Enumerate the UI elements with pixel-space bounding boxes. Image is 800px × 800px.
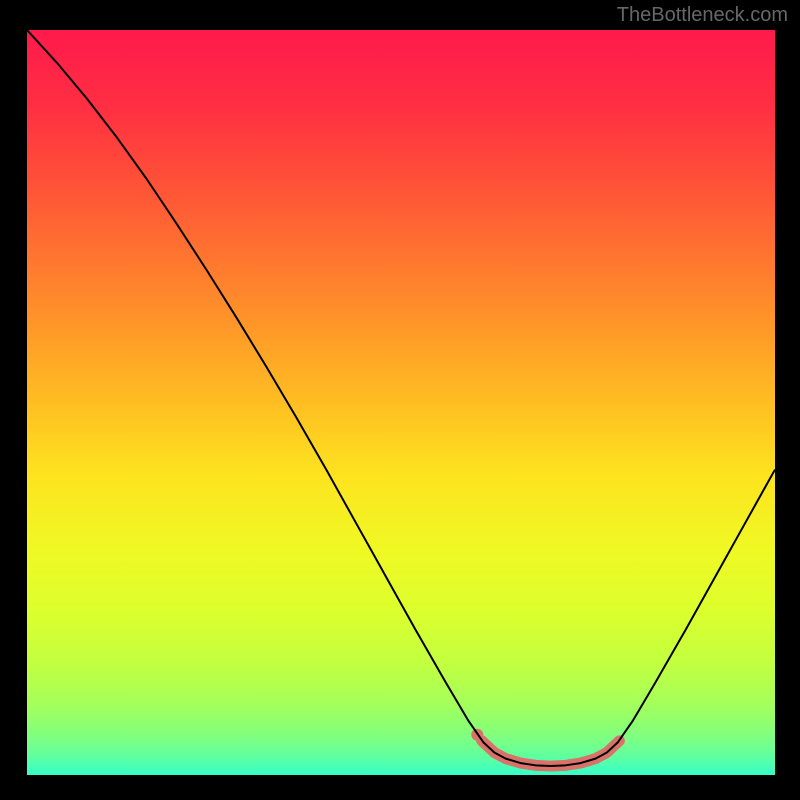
watermark-text: TheBottleneck.com xyxy=(617,4,788,27)
plot-area xyxy=(27,30,775,775)
curve-layer xyxy=(27,30,775,775)
chart-stage: TheBottleneck.com xyxy=(0,0,800,800)
optimal-range-band xyxy=(482,741,620,766)
bottleneck-curve xyxy=(27,30,775,766)
